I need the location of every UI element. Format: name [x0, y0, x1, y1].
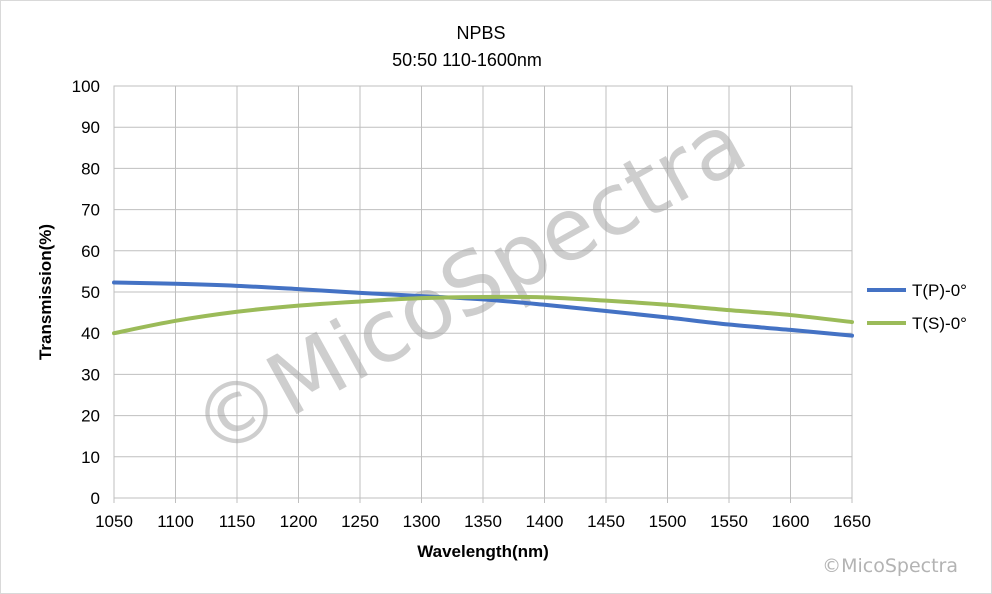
y-tick-label: 70 [81, 201, 100, 220]
chart-subtitle: 50:50 110-1600nm [392, 50, 542, 70]
x-tick-label: 1300 [403, 512, 441, 531]
plot-area-border [113, 85, 853, 499]
y-tick-label: 10 [81, 448, 100, 467]
y-axis-title: Transmission(%) [36, 224, 55, 360]
y-tick-label: 60 [81, 242, 100, 261]
series-line-tp [112, 280, 854, 338]
legend-label: T(S)-0° [912, 314, 967, 333]
y-tick-label: 20 [81, 407, 100, 426]
x-tick-label: 1600 [772, 512, 810, 531]
x-tick-label: 1100 [157, 512, 194, 531]
x-tick-label: 1550 [710, 512, 748, 531]
y-tick-label: 30 [81, 365, 100, 384]
x-tick-label: 1250 [341, 512, 379, 531]
x-tick-label: 1200 [280, 512, 318, 531]
x-tick-label: 1350 [464, 512, 502, 531]
x-tick-labels: 1050 1100 1150 1200 1250 1300 1350 1400 1450 1500… [95, 512, 871, 531]
y-tick-label: 90 [81, 118, 100, 137]
y-tick-label: 40 [81, 324, 100, 343]
chart-title: NPBS [456, 23, 505, 43]
corner-watermark: ©MicoSpectra [822, 555, 958, 577]
y-tick-label: 50 [81, 283, 100, 302]
y-tick-labels: 0 10 20 30 40 50 60 70 80 90 100 [72, 77, 100, 508]
x-tick-label: 1150 [219, 512, 256, 531]
x-tick-label: 1450 [587, 512, 625, 531]
x-tick-label: 1650 [833, 512, 871, 531]
series-line-ts [112, 294, 854, 336]
legend: T(P)-0° T(S)-0° [867, 281, 967, 333]
legend-label: T(P)-0° [912, 281, 967, 300]
x-axis-title: Wavelength(nm) [417, 542, 549, 561]
x-tick-label: 1050 [95, 512, 133, 531]
x-tick-label: 1400 [526, 512, 564, 531]
series-layer [112, 280, 854, 338]
y-tick-label: 100 [72, 77, 100, 96]
y-tick-label: 0 [91, 489, 100, 508]
y-tick-label: 80 [81, 159, 100, 178]
x-tick-label: 1500 [649, 512, 687, 531]
